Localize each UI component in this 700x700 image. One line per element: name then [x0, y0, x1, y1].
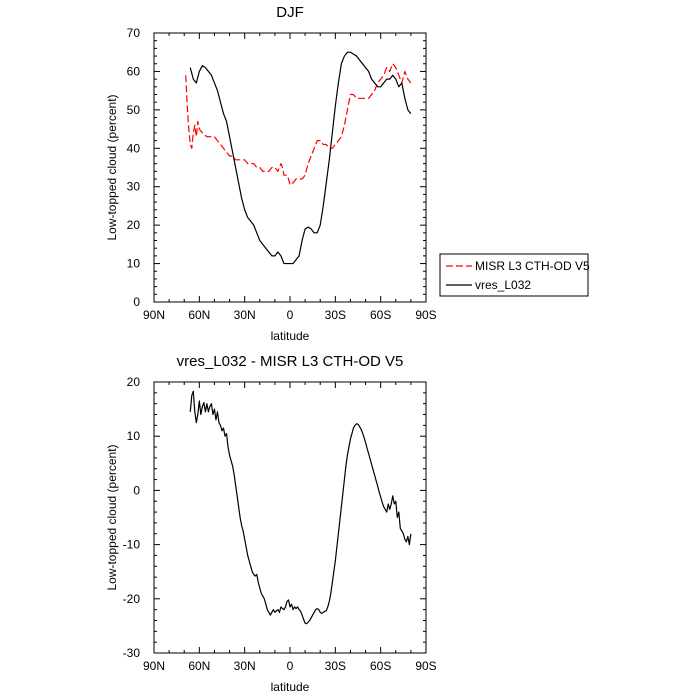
y-tick-label: 10 [127, 429, 141, 443]
x-tick-label: 60S [370, 308, 391, 322]
y-tick-label: 10 [127, 257, 141, 271]
legend: MISR L3 CTH-OD V5 vres_L032 [439, 253, 590, 297]
y-tick-label: -10 [123, 538, 141, 552]
y-tick-label: 0 [133, 483, 140, 497]
legend-label-1: vres_L032 [475, 278, 531, 292]
plot-frame [153, 32, 427, 303]
x-tick-label: 30S [325, 308, 346, 322]
difference-chart: 90N 60N 30N 0 30S 60S 90S -30 -20 -10 0 10 20 vres_L0… [105, 353, 437, 694]
x-tick-label: 0 [287, 308, 294, 322]
y-tick-label: 0 [133, 295, 140, 309]
y-tick-label: -20 [123, 592, 141, 606]
x-tick-label: 30N [234, 659, 256, 673]
x-tick-label: 30N [234, 308, 256, 322]
y-axis-label: Low-topped cloud (percent) [105, 94, 119, 240]
series-line-0-0 [185, 63, 412, 186]
x-axis-label: latitude [271, 329, 310, 343]
x-tick-label: 90N [143, 659, 165, 673]
x-tick-label: 90S [415, 659, 436, 673]
x-tick-label: 90N [143, 308, 165, 322]
chart-title: DJF [276, 4, 304, 21]
x-tick-label: 60N [188, 659, 210, 673]
x-axis-label: latitude [271, 680, 310, 694]
djf-chart: 90N 60N 30N 0 30S 60S 90S 0 10 20 30 40 50 60 70 DJF lat… [105, 4, 590, 343]
plot-frame [153, 381, 427, 654]
legend-label-0: MISR L3 CTH-OD V5 [475, 259, 590, 273]
y-axis-label: Low-topped cloud (percent) [105, 444, 119, 590]
series-line-1-0 [189, 390, 412, 625]
y-tick-label: 50 [127, 103, 141, 117]
y-tick-label: -30 [123, 646, 141, 660]
x-tick-label: 60N [188, 308, 210, 322]
y-tick-label: 20 [127, 218, 141, 232]
x-tick-label: 30S [325, 659, 346, 673]
y-tick-label: 30 [127, 180, 141, 194]
x-tick-label: 90S [415, 308, 436, 322]
x-tick-label: 0 [287, 659, 294, 673]
legend-box [439, 253, 589, 297]
y-tick-label: 60 [127, 64, 141, 78]
y-tick-label: 40 [127, 141, 141, 155]
x-tick-label: 60S [370, 659, 391, 673]
series-line-0-1 [189, 51, 412, 265]
y-tick-label: 70 [127, 26, 141, 40]
y-tick-label: 20 [127, 375, 141, 389]
chart-title: vres_L032 - MISR L3 CTH-OD V5 [177, 353, 404, 370]
